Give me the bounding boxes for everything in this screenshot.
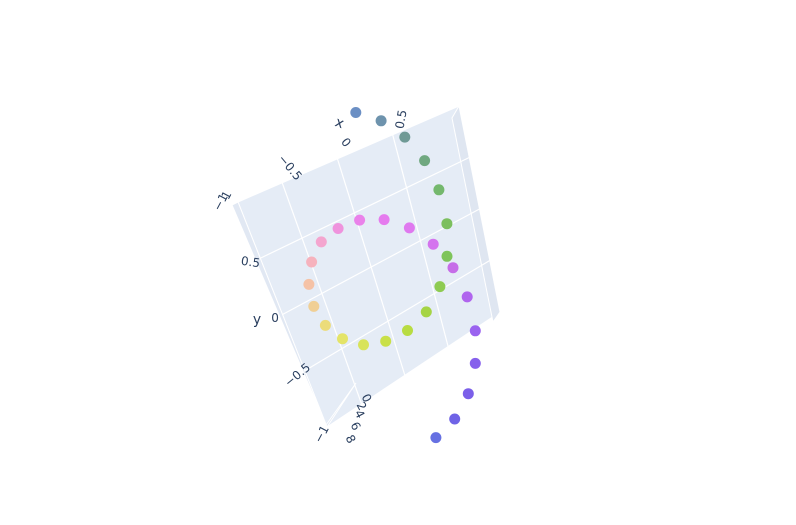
data-point-21[interactable] [378,214,390,226]
data-point-9[interactable] [420,306,432,318]
z-tick-label: 6 [348,419,364,432]
y-tick-label: 0.5 [240,254,261,271]
data-point-15[interactable] [308,300,320,312]
data-point-23[interactable] [427,238,439,250]
data-point-28[interactable] [462,388,474,400]
data-point-20[interactable] [354,214,366,226]
data-point-3[interactable] [399,131,411,143]
data-points [303,107,481,444]
data-point-14[interactable] [319,319,331,331]
data-point-8[interactable] [434,281,446,293]
data-point-1[interactable] [350,107,362,118]
data-point-10[interactable] [402,325,413,336]
y-gridline [259,156,470,259]
scene-floor-wall [231,201,357,429]
data-point-26[interactable] [469,325,481,337]
data-point-30[interactable] [430,432,442,444]
z-tick-label: 8 [343,432,359,445]
data-point-24[interactable] [447,262,459,274]
x-axis-title: x [333,114,346,132]
data-point-11[interactable] [380,335,392,347]
y-tick-label: 0 [271,311,279,325]
gridlines [259,134,491,405]
x-tick-label: 0.5 [393,109,410,130]
y-gridline [304,259,491,372]
data-point-22[interactable] [403,222,415,234]
data-point-12[interactable] [358,339,369,351]
data-point-2[interactable] [375,115,387,127]
data-point-17[interactable] [306,256,318,268]
data-point-27[interactable] [469,357,481,369]
data-point-4[interactable] [419,155,431,167]
y-axis-title: y [253,312,261,328]
data-point-29[interactable] [449,413,461,425]
data-point-19[interactable] [332,223,344,234]
data-point-5[interactable] [433,184,445,196]
data-point-7[interactable] [441,250,453,262]
data-point-25[interactable] [461,291,473,303]
data-point-18[interactable] [315,236,327,248]
x-tick-label: 0 [338,135,354,150]
data-point-6[interactable] [441,218,453,230]
data-point-13[interactable] [337,333,348,345]
data-point-16[interactable] [303,278,315,290]
